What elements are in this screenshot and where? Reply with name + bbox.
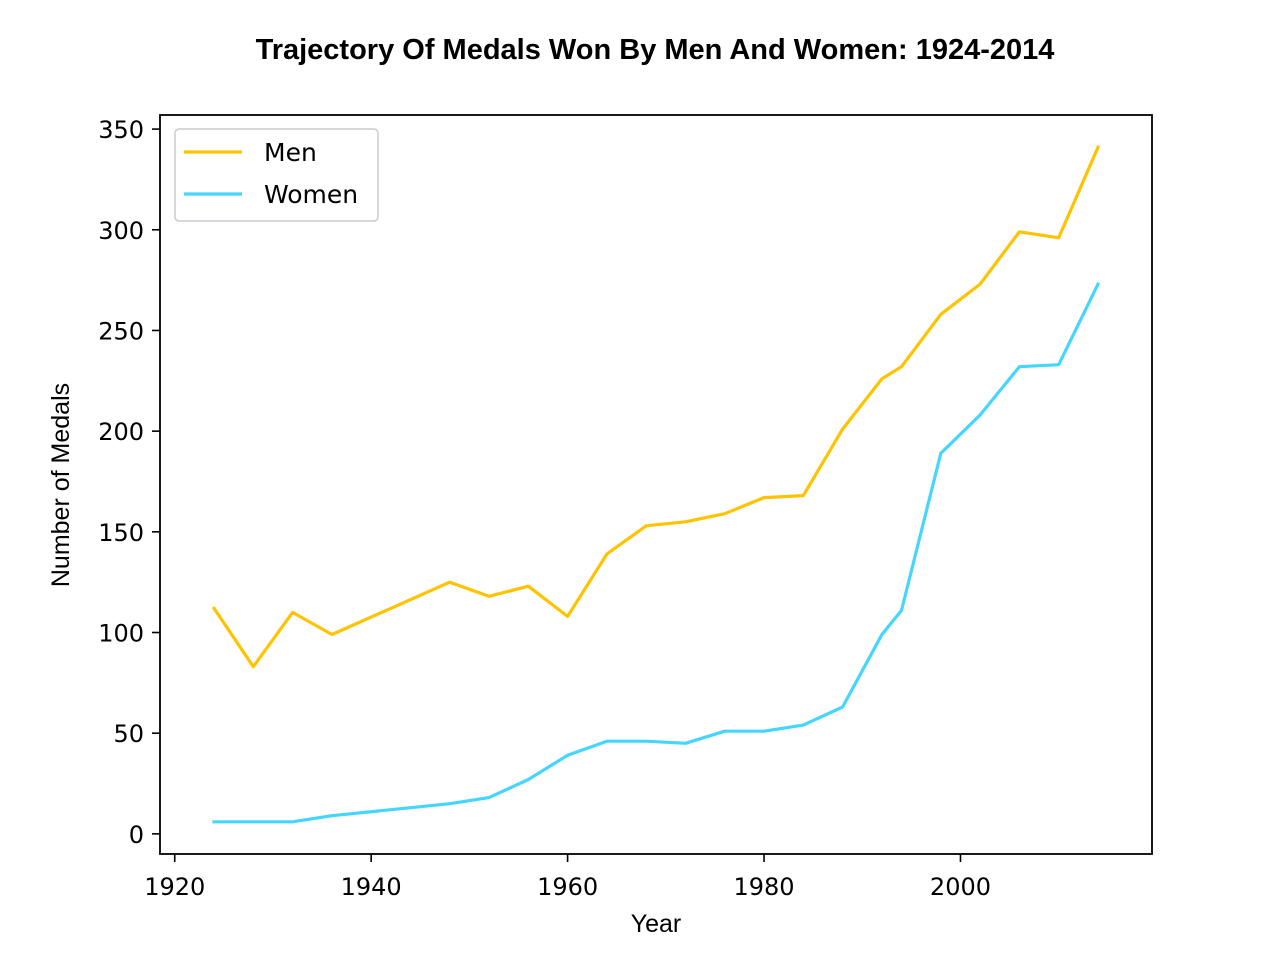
x-tick-label: 1940 <box>341 873 402 901</box>
x-tick-label: 2000 <box>930 873 991 901</box>
x-axis-label: Year <box>631 910 682 938</box>
legend: Men Women <box>174 128 379 222</box>
series-line-men <box>211 145 1101 669</box>
y-tick-label: 50 <box>113 720 144 748</box>
x-tick-label: 1920 <box>144 873 205 901</box>
y-axis: 0 50 100 150 200 250 300 350 <box>98 116 160 849</box>
x-tick-label: 1960 <box>537 873 598 901</box>
legend-label-women: Women <box>264 180 358 209</box>
y-tick-label: 300 <box>98 217 144 245</box>
series-lines <box>211 145 1101 824</box>
y-axis-label: Number of Medals <box>47 383 75 587</box>
y-tick-label: 350 <box>98 116 144 144</box>
x-tick-label: 1980 <box>734 873 795 901</box>
plot-area <box>159 114 1153 855</box>
x-axis: 1920 1940 1960 1980 2000 <box>144 854 991 901</box>
y-tick-label: 200 <box>98 418 144 446</box>
y-tick-label: 100 <box>98 620 144 648</box>
y-tick-label: 0 <box>129 821 144 849</box>
chart-title: Trajectory Of Medals Won By Men And Wome… <box>256 34 1055 66</box>
series-line-women <box>212 281 1101 824</box>
y-tick-label: 250 <box>98 317 144 345</box>
y-tick-label: 150 <box>98 519 144 547</box>
legend-label-men: Men <box>264 138 317 167</box>
